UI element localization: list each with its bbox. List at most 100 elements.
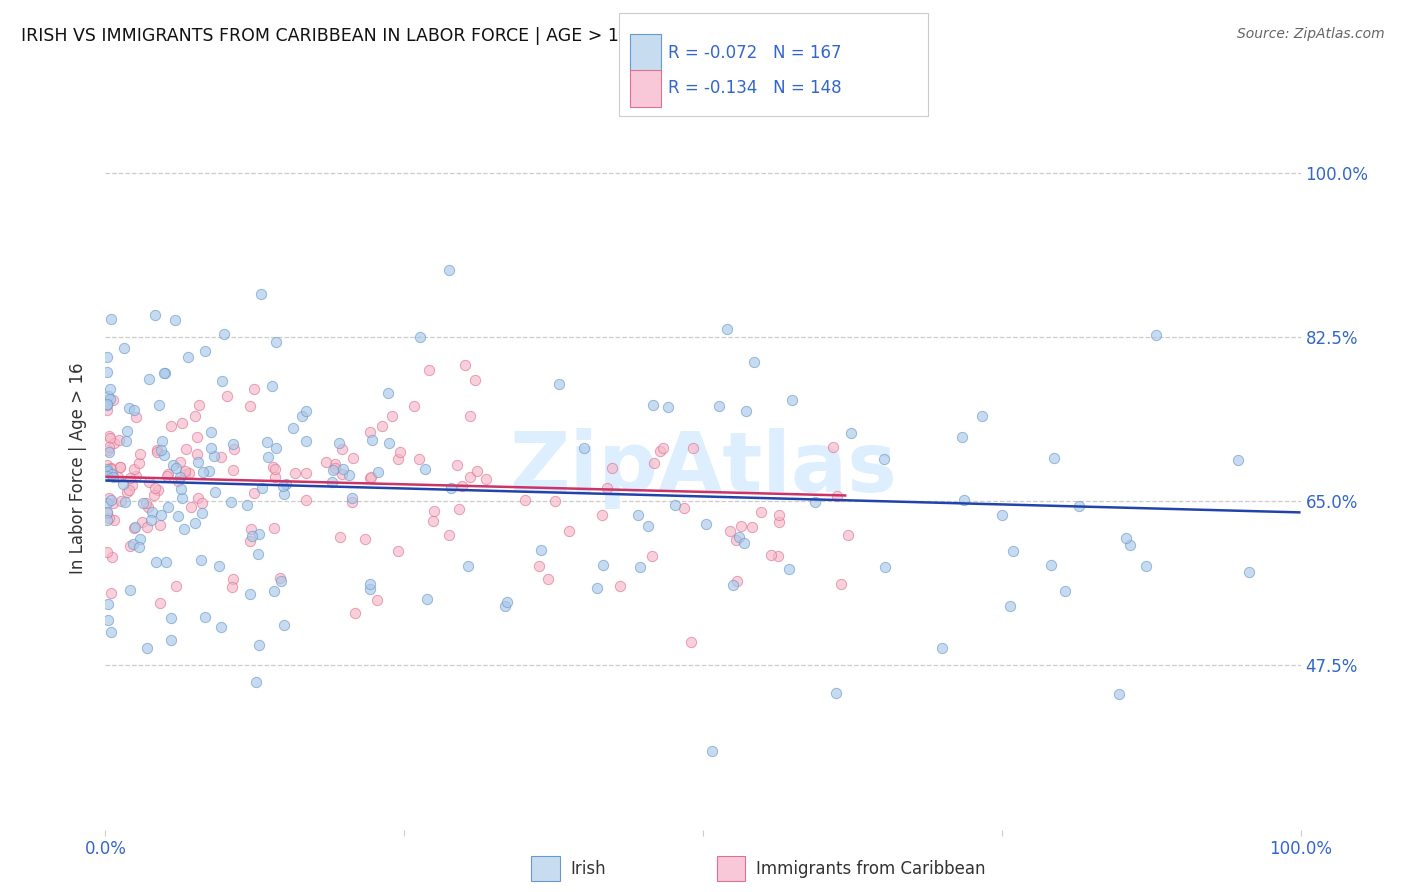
- Point: [114, 495, 136, 509]
- Point: [246, 548, 269, 562]
- Point: [240, 528, 263, 542]
- Point: [262, 459, 284, 474]
- Point: [138, 372, 160, 386]
- Point: [191, 496, 214, 510]
- Point: [174, 464, 197, 478]
- Point: [271, 479, 294, 493]
- Point: [782, 393, 804, 408]
- Point: [186, 447, 208, 461]
- Point: [415, 592, 437, 607]
- Text: Immigrants from Caribbean: Immigrants from Caribbean: [756, 860, 986, 878]
- Point: [953, 492, 976, 507]
- Point: [387, 451, 409, 466]
- Point: [191, 465, 214, 479]
- Point: [360, 469, 382, 483]
- Point: [108, 460, 131, 475]
- Point: [418, 363, 440, 377]
- Point: [100, 462, 122, 476]
- Point: [122, 403, 145, 417]
- Point: [648, 443, 671, 458]
- Point: [1043, 451, 1066, 466]
- Point: [98, 392, 121, 406]
- Point: [142, 487, 165, 501]
- Point: [263, 583, 285, 598]
- Point: [733, 536, 755, 550]
- Point: [208, 559, 231, 574]
- Point: [643, 398, 665, 412]
- Point: [96, 350, 118, 364]
- Point: [256, 434, 278, 449]
- Point: [627, 508, 650, 522]
- Point: [100, 624, 122, 639]
- Point: [165, 461, 187, 475]
- Point: [727, 530, 749, 544]
- Point: [682, 441, 704, 455]
- Point: [447, 502, 470, 516]
- Point: [873, 452, 896, 467]
- Point: [404, 399, 426, 413]
- Point: [250, 481, 273, 495]
- Y-axis label: In Labor Force | Age > 16: In Labor Force | Age > 16: [69, 362, 87, 574]
- Point: [163, 313, 186, 327]
- Point: [1239, 566, 1261, 580]
- Point: [837, 528, 859, 542]
- Point: [596, 481, 619, 495]
- Point: [221, 494, 243, 508]
- Point: [117, 483, 139, 498]
- Point: [262, 378, 284, 392]
- Point: [146, 444, 169, 458]
- Point: [170, 416, 193, 430]
- Point: [359, 471, 381, 485]
- Point: [537, 572, 560, 586]
- Point: [96, 458, 118, 472]
- Point: [718, 524, 741, 539]
- Point: [592, 558, 614, 572]
- Point: [873, 559, 896, 574]
- Point: [96, 513, 118, 527]
- Point: [98, 440, 121, 454]
- Point: [211, 375, 233, 389]
- Point: [439, 263, 461, 277]
- Point: [1227, 453, 1250, 467]
- Point: [138, 500, 160, 514]
- Text: R = -0.072   N = 167: R = -0.072 N = 167: [668, 44, 841, 62]
- Point: [149, 443, 172, 458]
- Point: [202, 449, 225, 463]
- Point: [1119, 538, 1142, 552]
- Point: [136, 641, 159, 656]
- Point: [96, 397, 118, 411]
- Point: [197, 464, 219, 478]
- Point: [180, 500, 202, 515]
- Point: [96, 496, 118, 510]
- Point: [695, 516, 717, 531]
- Point: [274, 477, 297, 491]
- Point: [111, 476, 134, 491]
- Point: [155, 555, 177, 569]
- Point: [101, 496, 124, 510]
- Point: [159, 632, 181, 647]
- Point: [165, 579, 187, 593]
- Point: [96, 398, 118, 412]
- Point: [454, 359, 477, 373]
- Point: [96, 403, 118, 417]
- Point: [118, 470, 141, 484]
- Point: [103, 513, 125, 527]
- Point: [263, 469, 285, 483]
- Point: [768, 508, 790, 523]
- Point: [408, 452, 430, 467]
- Point: [734, 403, 756, 417]
- Point: [96, 464, 118, 478]
- Point: [330, 442, 353, 456]
- Point: [673, 500, 696, 515]
- Point: [240, 523, 263, 537]
- Point: [148, 518, 170, 533]
- Point: [174, 442, 197, 456]
- Point: [157, 467, 180, 481]
- Point: [112, 341, 135, 355]
- Point: [315, 455, 337, 469]
- Point: [321, 475, 343, 489]
- Point: [153, 448, 176, 462]
- Point: [652, 442, 675, 456]
- Point: [117, 401, 139, 416]
- Point: [121, 478, 143, 492]
